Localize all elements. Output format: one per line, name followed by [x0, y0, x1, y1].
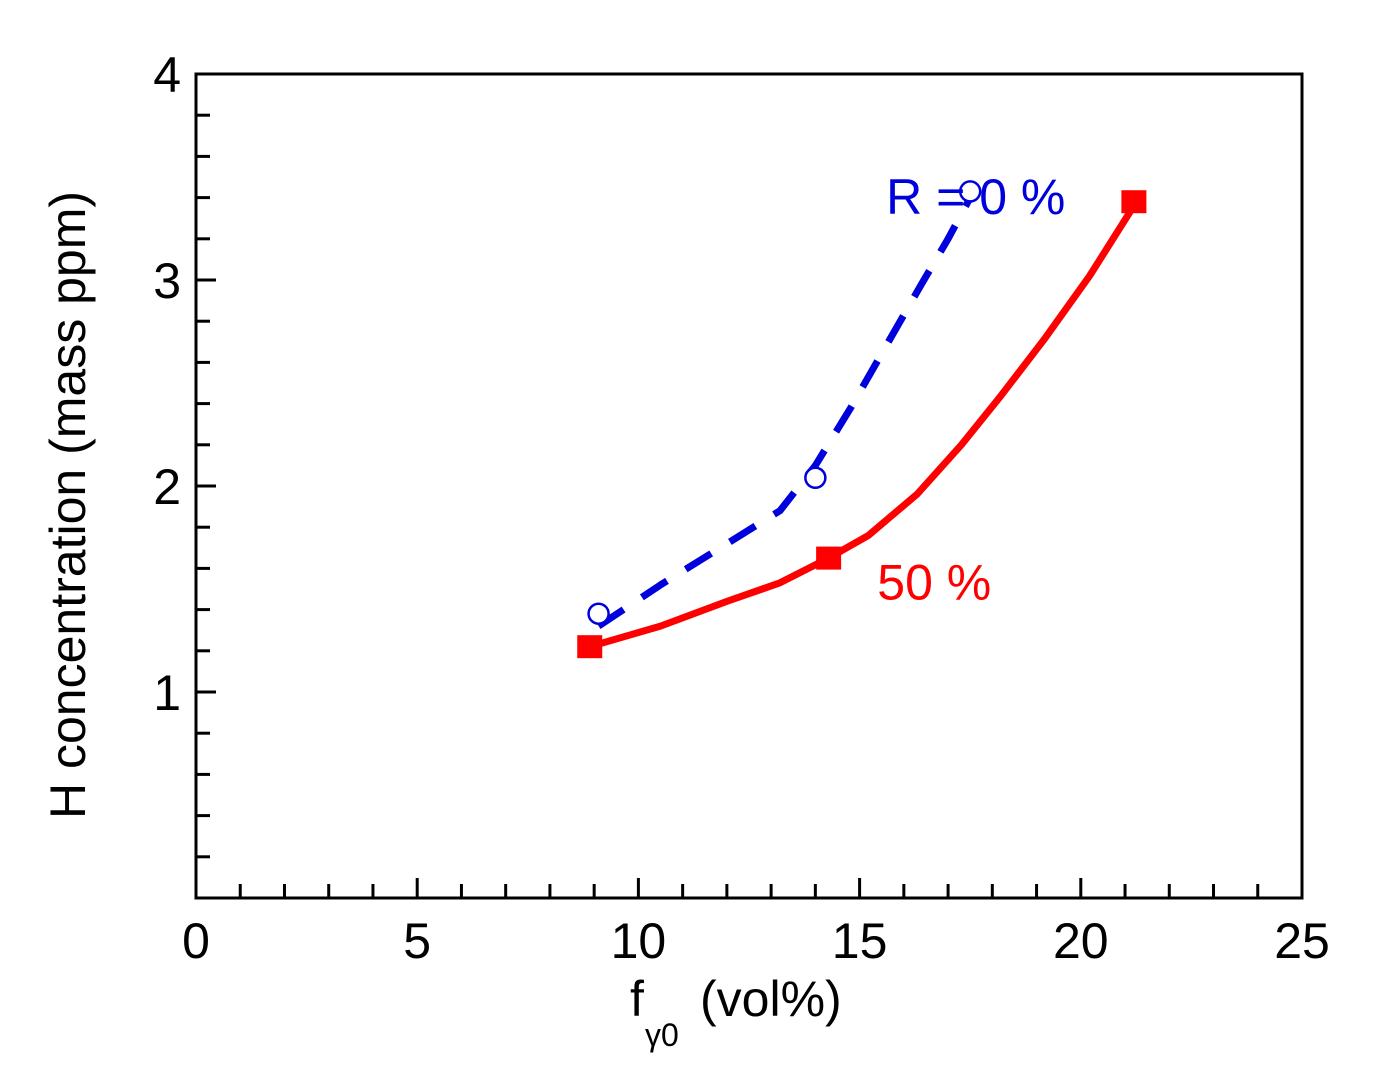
series-line-r50 — [588, 203, 1137, 651]
annotation-r0: R = 0 % — [886, 169, 1065, 225]
axis-ticks: 0 5 10 15 20 25 1 2 3 4 — [153, 47, 1330, 969]
x-axis-title-subscript: γ0 — [645, 1017, 679, 1053]
series-lines — [588, 195, 1137, 651]
x-tick-label: 15 — [832, 913, 888, 969]
x-axis-title-unit: (vol%) — [700, 971, 842, 1027]
data-point-r0 — [958, 180, 982, 203]
annotation-r50: 50 % — [877, 554, 991, 610]
x-tick-label: 20 — [1053, 913, 1109, 969]
series-markers — [577, 180, 1147, 659]
data-point-r50 — [1121, 190, 1147, 214]
y-tick-label: 4 — [153, 47, 181, 103]
x-tick-label: 5 — [403, 913, 431, 969]
y-tick-label: 1 — [153, 665, 181, 721]
data-point-r50 — [816, 546, 842, 570]
x-axis-title-f: f — [630, 971, 644, 1027]
y-tick-label: 2 — [153, 459, 181, 515]
x-tick-label: 25 — [1274, 913, 1330, 969]
data-point-r0 — [804, 466, 827, 490]
series-line-r0 — [596, 195, 974, 630]
x-tick-label: 0 — [182, 913, 210, 969]
data-point-r0 — [587, 602, 610, 625]
x-tick-label: 10 — [611, 913, 667, 969]
data-point-r50 — [577, 635, 603, 659]
y-axis-title: H concentration (mass ppm) — [40, 191, 96, 819]
y-tick-label: 3 — [153, 253, 181, 309]
